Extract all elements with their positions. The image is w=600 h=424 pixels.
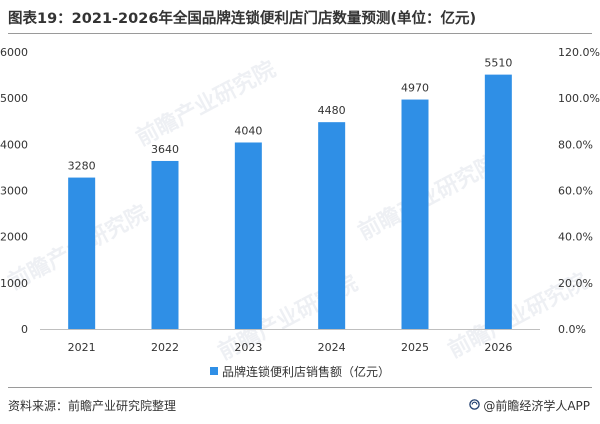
data-label: 4970 [401,82,429,95]
bar [401,99,429,329]
title-divider [8,33,592,34]
x-tick-label: 2022 [151,341,179,354]
legend-swatch [209,367,218,375]
y-tick-label: 1000 [0,277,28,290]
y-tick-label: 3000 [0,185,28,198]
y2-tick-label: 120.0% [558,46,600,59]
y-tick-label: 5000 [0,92,28,105]
legend-label: 品牌连锁便利店销售额（亿元） [221,365,390,379]
bar [234,142,262,329]
source-note: 资料来源：前瞻产业研究院整理 [8,399,177,413]
chart-title: 图表19：2021-2026年全国品牌连锁便利店门店数量预测(单位：亿元) [8,11,477,27]
y2-tick-label: 80.0% [558,138,593,151]
legend: 品牌连锁便利店销售额（亿元） [0,363,600,380]
y2-tick-label: 40.0% [558,231,593,244]
bar [318,122,346,329]
footer-divider [8,387,592,388]
bar [151,160,179,329]
data-label: 5510 [484,57,512,70]
y-tick-label: 4000 [0,138,28,151]
brand-credit: @前瞻经济学人APP [469,397,590,414]
x-tick-label: 2023 [234,341,262,354]
y2-tick-label: 100.0% [558,92,600,105]
x-tick-label: 2024 [318,341,346,354]
brand-logo-icon [469,398,481,413]
bar [484,74,512,329]
data-label: 3280 [68,160,96,173]
x-tick-label: 2021 [68,341,96,354]
data-label: 4040 [234,124,262,137]
bar [68,177,96,329]
y2-tick-label: 20.0% [558,277,593,290]
y2-tick-label: 60.0% [558,185,593,198]
y-tick-label: 2000 [0,231,28,244]
x-tick-label: 2026 [484,341,512,354]
y2-tick-label: 0.0% [558,323,586,336]
y-tick-label: 0 [21,323,28,336]
data-label: 3640 [151,143,179,156]
brand-label: @前瞻经济学人APP [483,399,590,413]
data-label: 4480 [318,104,346,117]
y-tick-label: 6000 [0,46,28,59]
x-tick-label: 2025 [401,341,429,354]
